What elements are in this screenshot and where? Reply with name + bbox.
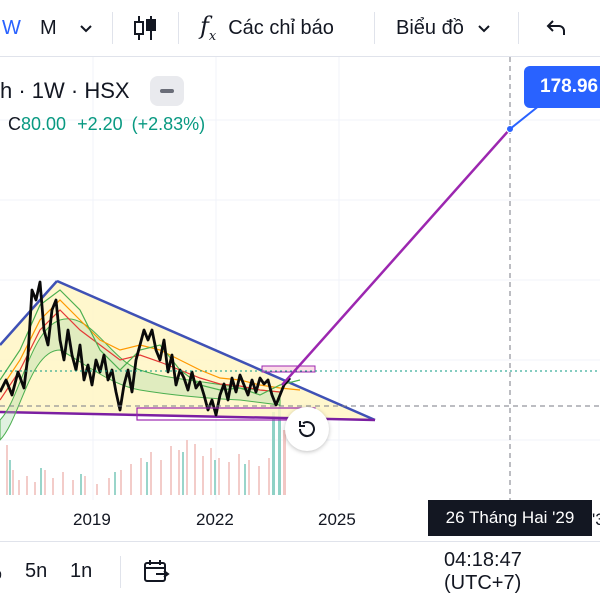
interval-monthly-button[interactable]: M [40, 0, 57, 56]
symbol-legend-title[interactable]: h · 1W · HSX [0, 78, 130, 103]
undo-icon [546, 20, 565, 35]
legend-collapse-button[interactable] [150, 76, 184, 106]
reset-chart-button[interactable] [285, 407, 329, 451]
chart-type-label: Biểu đồ [396, 16, 464, 39]
clock-label: 04:18:47 (UTC+7) [444, 548, 522, 594]
chart-type-button[interactable]: Biểu đồ [396, 0, 492, 56]
toolbar-divider [178, 12, 179, 44]
x-axis-label: 2022 [196, 510, 234, 529]
range-5d-label: 5n [25, 560, 48, 582]
toolbar-divider [112, 12, 113, 44]
candlestick-icon [134, 16, 156, 40]
bottom-divider [120, 556, 121, 588]
bottom-toolbar: ₀ 5n 1n 04:18:47 (UTC+7) [0, 541, 600, 601]
undo-button[interactable] [544, 0, 568, 56]
close-prefix: C [8, 114, 21, 134]
interval-weekly-label: W [2, 16, 21, 39]
minus-icon [160, 89, 174, 93]
x-axis-label: 2025 [318, 510, 356, 529]
top-toolbar: W M fx Các chỉ báo Biểu đồ [0, 0, 600, 57]
price-label-tag: 178.96 [524, 66, 600, 108]
change-value: +2.20 [77, 114, 123, 134]
ohlc-legend: C80.00 +2.20 (+2.83%) [8, 114, 205, 135]
x-axis-label: 2019 [73, 510, 111, 529]
crosshair-date-label: 26 Tháng Hai '29 [428, 500, 592, 536]
toolbar-divider [374, 12, 375, 44]
range-1d-button[interactable]: 1n [70, 542, 92, 601]
chart-pane[interactable] [0, 57, 600, 540]
range-5d-button[interactable]: 5n [25, 542, 47, 601]
date-range-icon [144, 559, 170, 582]
candlestick-button[interactable] [132, 0, 158, 56]
range-partial-button[interactable]: ₀ [0, 542, 2, 601]
interval-dropdown-button[interactable] [78, 0, 94, 56]
range-1d-label: 1n [70, 560, 93, 582]
price-line [0, 280, 292, 417]
close-value: 80.00 [21, 114, 67, 134]
clock-timezone-button[interactable]: 04:18:47 (UTC+7) [444, 542, 600, 601]
chevron-down-icon [478, 25, 490, 33]
chevron-down-icon [80, 25, 92, 33]
volume-bars [6, 440, 270, 495]
toolbar-divider [518, 12, 519, 44]
reset-icon [298, 421, 315, 438]
indicators-button[interactable]: fx Các chỉ báo [200, 0, 334, 56]
indicators-label: Các chỉ báo [228, 16, 334, 39]
x-axis-label: '3 [592, 510, 600, 529]
trend-projection-line[interactable] [281, 128, 511, 386]
change-percent: (+2.83%) [131, 114, 206, 134]
interval-weekly-button[interactable]: W [2, 0, 21, 56]
date-range-button[interactable] [142, 542, 170, 601]
function-icon: fx [200, 12, 217, 44]
chart-canvas[interactable] [0, 57, 600, 540]
price-label-value: 178.96 [540, 76, 599, 97]
crosshair-date-text: 26 Tháng Hai '29 [445, 508, 575, 527]
interval-monthly-label: M [40, 16, 57, 39]
